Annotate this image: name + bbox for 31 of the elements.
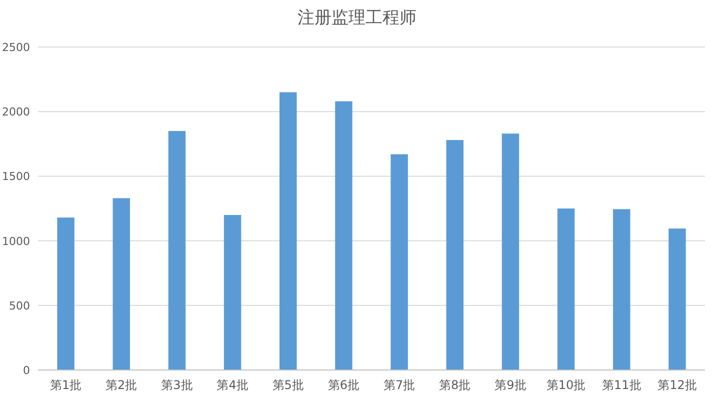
bar [446,140,464,370]
chart-title: 注册监理工程师 [298,8,416,28]
bar [112,198,130,370]
x-tick-label: 第12批 [658,378,697,392]
y-tick-label: 0 [23,364,30,377]
bar [557,208,575,370]
bar [668,228,686,370]
y-tick-label: 2000 [2,106,30,119]
x-tick-label: 第1批 [50,378,82,392]
bar [280,92,297,370]
x-tick-label: 第10批 [546,378,586,392]
x-tick-label: 第7批 [383,378,416,392]
x-tick-label: 第5批 [272,378,304,392]
bar [57,218,74,370]
x-tick-label: 第11批 [602,378,642,392]
bar [335,101,352,370]
bar [613,209,630,370]
bar [502,134,520,370]
x-tick-label: 第3批 [161,378,193,392]
x-tick-label: 第6批 [328,378,360,392]
x-tick-label: 第9批 [494,378,526,392]
bar [224,214,242,370]
x-tick-label: 第4批 [216,378,248,392]
y-tick-label: 2500 [2,41,30,54]
x-tick-label: 第2批 [106,378,138,392]
bar [390,154,408,370]
bar [168,130,186,370]
x-tick-label: 第8批 [439,378,471,392]
y-tick-label: 1000 [2,234,30,248]
y-tick-label: 1500 [2,170,30,184]
y-tick-label: 500 [9,299,30,312]
